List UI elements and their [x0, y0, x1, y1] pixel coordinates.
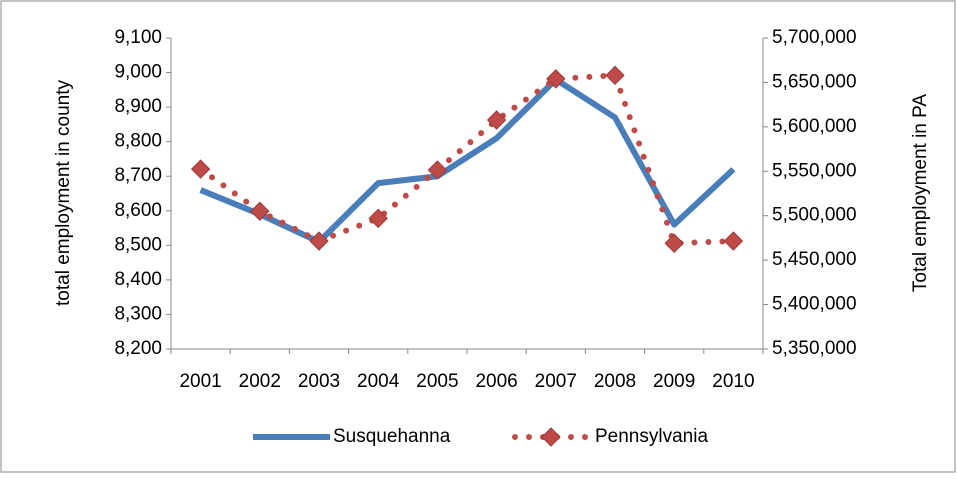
x-tick-label: 2004 — [357, 371, 400, 392]
point-marker — [605, 65, 625, 86]
x-tick-label: 2003 — [298, 371, 340, 392]
y-tick-label: 8,700 — [114, 165, 162, 186]
x-tick-label: 2001 — [179, 371, 221, 392]
y-tick-label: 8,400 — [114, 269, 162, 290]
x-tick-label: 2002 — [239, 371, 281, 392]
y-axis-title: total employment in county — [53, 80, 74, 307]
point-marker — [250, 201, 270, 221]
legend-label: Susquehanna — [333, 426, 451, 447]
point-marker — [546, 69, 566, 89]
point-marker — [309, 231, 329, 251]
x-tick-label: 2007 — [535, 371, 577, 392]
y-tick-label: 8,200 — [114, 338, 162, 359]
point-marker — [486, 110, 507, 130]
x-tick-label: 2009 — [653, 371, 695, 392]
x-tick-label: 2008 — [594, 371, 636, 392]
y2-tick-label: 5,450,000 — [772, 249, 857, 270]
point-marker — [190, 159, 211, 179]
point-marker — [368, 208, 388, 229]
y2-tick-label: 5,400,000 — [772, 294, 857, 315]
point-marker — [427, 160, 448, 180]
y-tick-label: 8,300 — [114, 303, 162, 324]
point-marker — [664, 233, 684, 253]
y2-tick-label: 5,650,000 — [772, 71, 857, 92]
series-line — [199, 76, 736, 245]
y-tick-label: 9,000 — [114, 62, 162, 83]
y2-axis-title: Total employment in PA — [910, 94, 931, 293]
y2-tick-label: 5,500,000 — [772, 205, 857, 226]
y2-tick-label: 5,600,000 — [772, 116, 857, 137]
legend-swatch-marker — [541, 427, 561, 447]
y2-tick-label: 5,700,000 — [772, 27, 857, 48]
series-line — [197, 72, 737, 247]
y2-tick-label: 5,550,000 — [772, 160, 857, 181]
y-tick-label: 8,800 — [114, 131, 162, 152]
y-tick-label: 9,100 — [114, 27, 162, 48]
x-tick-label: 2005 — [416, 371, 458, 392]
point-marker — [723, 231, 744, 251]
y-tick-label: 8,900 — [114, 96, 162, 117]
legend-label: Pennsylvania — [595, 426, 708, 447]
x-tick-label: 2006 — [475, 371, 517, 392]
y-tick-label: 8,500 — [114, 234, 162, 255]
y-tick-label: 8,600 — [114, 200, 162, 221]
x-tick-label: 2010 — [712, 371, 754, 392]
y2-tick-label: 5,350,000 — [772, 338, 857, 359]
